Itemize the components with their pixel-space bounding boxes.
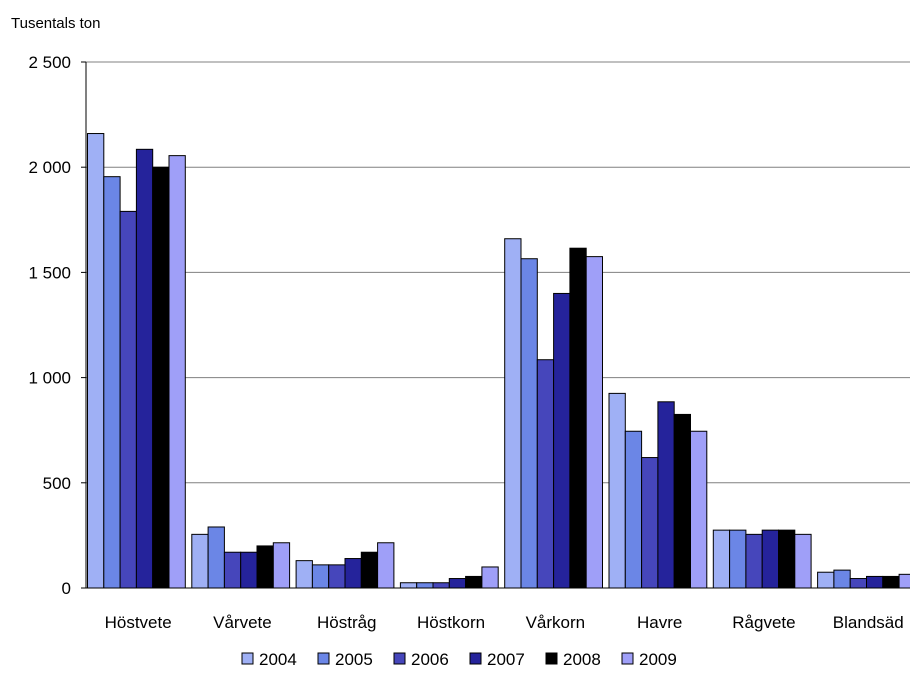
- bar: [399, 582, 418, 589]
- bar: [673, 413, 692, 589]
- bar: [377, 542, 395, 589]
- legend-label: 2008: [563, 650, 601, 669]
- legend-label: 2005: [335, 650, 373, 669]
- bar: [465, 575, 483, 589]
- legend: 2004 2005 2006 2007 2008 2009: [241, 650, 677, 669]
- bar: [624, 430, 643, 589]
- bar: [311, 564, 330, 589]
- bar: [344, 558, 362, 589]
- bar: [849, 578, 868, 589]
- bar: [240, 551, 258, 589]
- legend-swatch: [469, 652, 482, 665]
- bar: [152, 166, 170, 589]
- bar: [817, 571, 835, 589]
- bar: [657, 401, 675, 589]
- bar: [833, 569, 851, 589]
- x-category-label: Höstvete: [105, 613, 172, 632]
- y-axis-unit-label: Tusentals ton: [11, 15, 101, 32]
- bar: [520, 258, 538, 589]
- x-category-label: Vårvete: [213, 613, 272, 632]
- bar: [729, 529, 747, 589]
- legend-swatch: [545, 652, 558, 665]
- bar: [328, 564, 346, 589]
- bar: [778, 529, 796, 589]
- legend-swatch: [393, 652, 406, 665]
- bar: [448, 578, 467, 589]
- bar: [761, 529, 780, 589]
- x-category-label: Blandsäd: [833, 613, 904, 632]
- bar: [690, 430, 708, 589]
- bar: [135, 148, 154, 589]
- legend-label: 2004: [259, 650, 297, 669]
- y-tick-label: 1 500: [28, 263, 71, 282]
- bar: [794, 533, 812, 589]
- gridlines: [86, 61, 910, 484]
- bar: [536, 359, 555, 589]
- x-category-labels: Höstvete Vårvete Höstråg Höstkorn Vårkorn Hav…: [105, 613, 904, 632]
- bar: [898, 573, 910, 589]
- bar: [432, 582, 450, 589]
- y-tick-label: 2 500: [28, 53, 71, 72]
- x-category-label: Vårkorn: [526, 613, 586, 632]
- y-tick-labels: 0 500 1 000 1 500 2 000 2 500: [28, 53, 71, 598]
- legend-swatch: [621, 652, 634, 665]
- x-category-label: Höstråg: [317, 613, 377, 632]
- y-tick-label: 500: [43, 474, 71, 493]
- y-tick-label: 1 000: [28, 369, 71, 388]
- bar: [481, 566, 499, 589]
- bar: [608, 392, 626, 589]
- bar: [103, 176, 121, 589]
- bar: [360, 551, 379, 589]
- bar: [119, 210, 137, 589]
- bar: [585, 256, 604, 589]
- x-category-label: Havre: [637, 613, 682, 632]
- bar: [295, 560, 313, 589]
- bar: [745, 533, 763, 589]
- bar: [207, 526, 225, 589]
- x-category-label: Höstkorn: [417, 613, 485, 632]
- y-tick-label: 0: [62, 579, 71, 598]
- bar: [712, 529, 731, 589]
- bar: [272, 542, 291, 589]
- bar: [641, 457, 659, 589]
- axes: [81, 61, 910, 589]
- x-category-label: Rågvete: [732, 613, 795, 632]
- bar: [866, 575, 884, 589]
- legend-label: 2009: [639, 650, 677, 669]
- legend-swatch: [317, 652, 330, 665]
- bar: [87, 133, 105, 589]
- bar: [191, 533, 209, 589]
- bar: [223, 551, 242, 589]
- bar: [416, 582, 434, 589]
- bar: [882, 575, 900, 589]
- bar: [569, 247, 587, 589]
- bar: [553, 292, 571, 589]
- bar: [504, 238, 522, 589]
- bars: [87, 133, 910, 589]
- legend-label: 2006: [411, 650, 449, 669]
- bar: [168, 155, 186, 589]
- legend-swatch: [241, 652, 254, 665]
- y-tick-label: 2 000: [28, 158, 71, 177]
- bar: [256, 545, 274, 589]
- legend-label: 2007: [487, 650, 525, 669]
